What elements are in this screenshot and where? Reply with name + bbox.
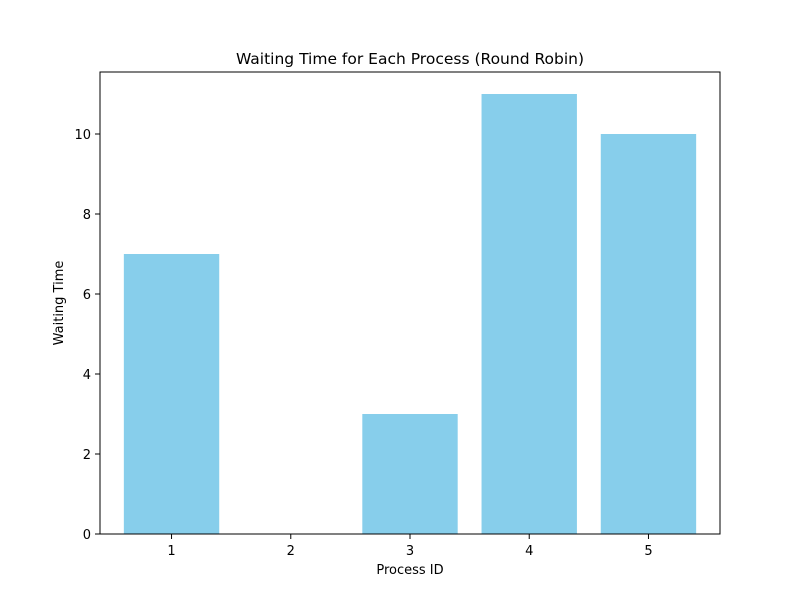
- bar-process-4: [481, 94, 577, 534]
- x-tick-label: 1: [167, 544, 175, 559]
- x-axis-ticks: 1 2 3 4 5: [167, 534, 653, 559]
- y-axis-label: Waiting Time: [52, 261, 67, 346]
- y-tick-label: 2: [83, 448, 91, 463]
- x-tick-label: 2: [287, 544, 295, 559]
- bar-process-5: [600, 134, 697, 534]
- y-axis-ticks: 0 2 4 6 8 10: [74, 128, 100, 543]
- y-tick-label: 6: [83, 288, 91, 303]
- x-tick-label: 4: [525, 544, 533, 559]
- x-tick-label: 5: [644, 544, 652, 559]
- y-tick-label: 10: [74, 128, 91, 143]
- bar-process-3: [362, 414, 458, 534]
- bars-layer: [123, 94, 697, 534]
- y-tick-label: 0: [83, 528, 91, 543]
- chart-title: Waiting Time for Each Process (Round Rob…: [236, 50, 584, 68]
- y-tick-label: 8: [83, 208, 91, 223]
- bar-process-1: [123, 254, 220, 534]
- x-axis-label: Process ID: [376, 563, 443, 578]
- y-tick-label: 4: [83, 368, 91, 383]
- x-tick-label: 3: [406, 544, 414, 559]
